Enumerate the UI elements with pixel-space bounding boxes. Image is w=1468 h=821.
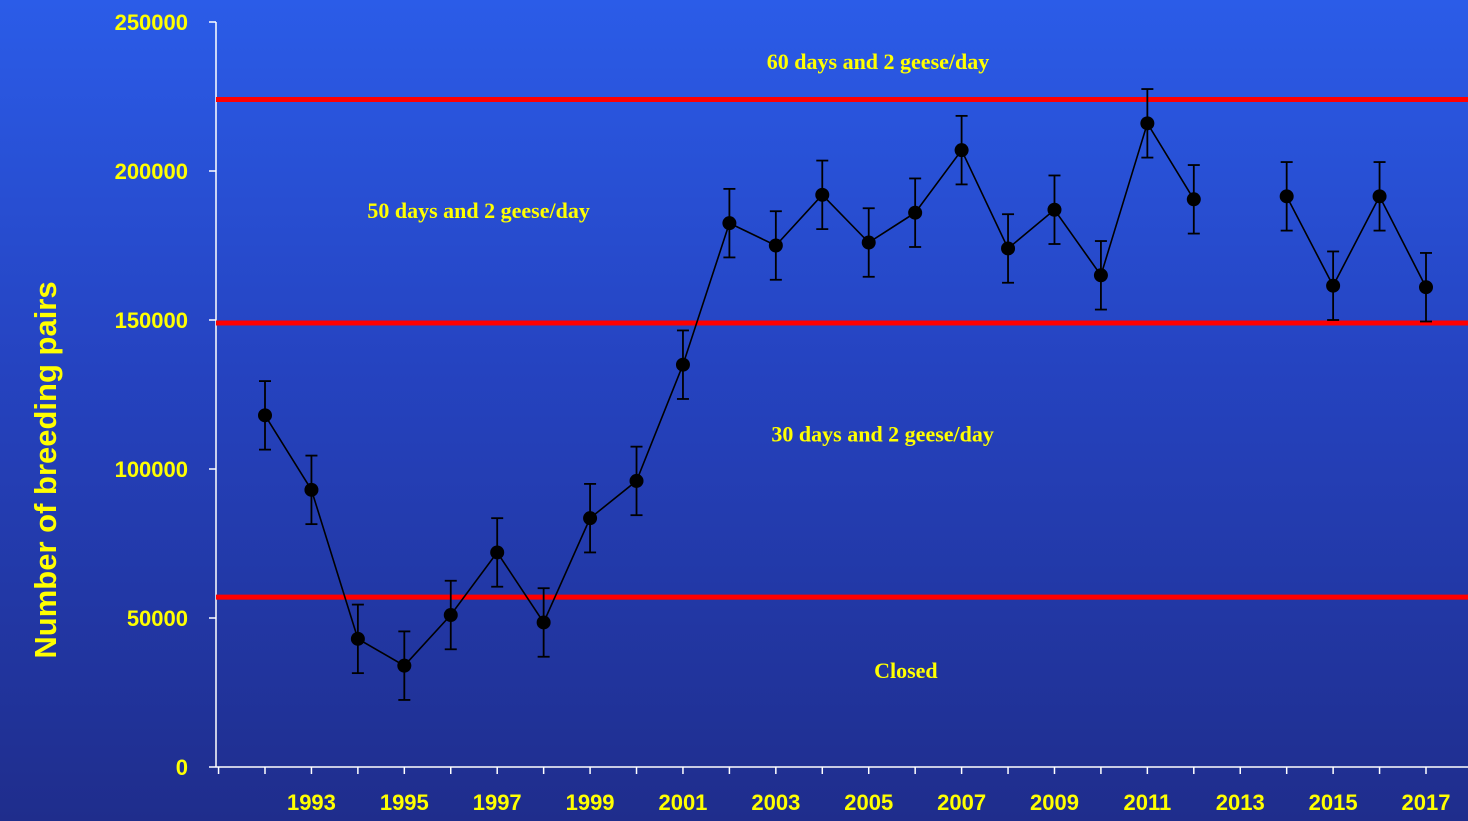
x-tick-label: 2013: [1216, 790, 1265, 815]
y-tick-label: 50000: [127, 606, 188, 631]
data-point: [258, 408, 272, 423]
data-point: [304, 482, 319, 497]
data-point: [490, 545, 505, 560]
data-point: [1372, 189, 1387, 204]
data-point: [629, 473, 644, 488]
data-series: [258, 88, 1433, 701]
threshold-lines: [216, 96, 1468, 600]
x-tick-label: 1997: [473, 790, 522, 815]
x-tick-label: 1993: [287, 790, 336, 815]
data-point: [1326, 278, 1341, 293]
data-point: [1279, 189, 1294, 204]
data-point: [908, 205, 923, 220]
data-point: [768, 238, 783, 253]
x-tick-label: 2015: [1309, 790, 1358, 815]
data-point: [954, 143, 969, 158]
data-point: [1047, 202, 1062, 217]
y-tick-label: 200000: [115, 159, 188, 184]
data-point: [1186, 192, 1201, 207]
data-point: [350, 631, 365, 646]
data-point: [815, 187, 830, 202]
data-point: [1093, 268, 1108, 283]
x-tick-label: 2017: [1402, 790, 1451, 815]
y-tick-label: 100000: [115, 457, 188, 482]
x-tick-label: 2001: [658, 790, 707, 815]
zone-label: 30 days and 2 geese/day: [771, 421, 993, 446]
data-point: [397, 658, 412, 673]
zone-label: 50 days and 2 geese/day: [367, 198, 589, 223]
x-tick-label: 2009: [1030, 790, 1079, 815]
zone-label: 60 days and 2 geese/day: [767, 49, 989, 74]
x-tick-label: 2005: [844, 790, 893, 815]
data-point: [861, 235, 876, 250]
axes: 0 50000 100000 150000 200000 250000 1993 1995 19…: [115, 10, 1468, 815]
y-tick-label: 0: [176, 755, 188, 780]
data-point: [536, 615, 551, 630]
x-tick-label: 1999: [566, 790, 615, 815]
zone-annotations: 60 days and 2 geese/day 50 days and 2 gee…: [367, 49, 994, 683]
data-point: [583, 511, 598, 526]
data-point: [675, 357, 690, 372]
series-line: [1285, 194, 1427, 288]
data-point: [443, 608, 458, 623]
x-tick-label: 2003: [751, 790, 800, 815]
y-axis-title: Number of breeding pairs: [28, 281, 63, 658]
y-tick-label: 150000: [115, 308, 188, 333]
data-point: [1001, 241, 1016, 256]
zone-label: Closed: [874, 658, 938, 683]
y-tick-label: 250000: [115, 10, 188, 35]
x-tick-label: 2011: [1123, 790, 1171, 815]
data-point: [1140, 116, 1155, 131]
x-tick-label: 1995: [380, 790, 429, 815]
x-tick-label: 2007: [937, 790, 986, 815]
data-point: [1419, 280, 1433, 295]
data-point: [722, 216, 737, 231]
